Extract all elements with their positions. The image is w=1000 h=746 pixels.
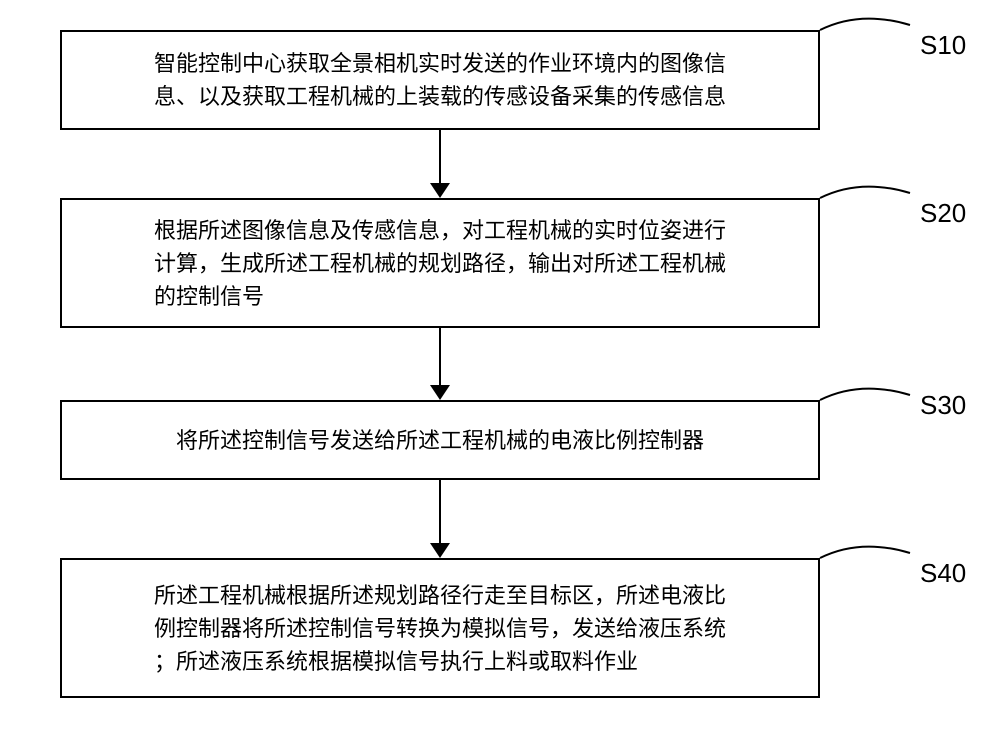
- label-leader-line: [815, 518, 995, 598]
- flowchart-step-box: 将所述控制信号发送给所述工程机械的电液比例控制器: [60, 400, 820, 480]
- flowchart-step-label: S20: [920, 198, 966, 229]
- flowchart-step-text: 将所述控制信号发送给所述工程机械的电液比例控制器: [176, 424, 704, 457]
- flowchart-step-box: 根据所述图像信息及传感信息，对工程机械的实时位姿进行 计算，生成所述工程机械的规…: [60, 198, 820, 328]
- label-leader-line: [815, 0, 995, 70]
- flowchart-arrow: [420, 480, 460, 562]
- flowchart-step-text: 所述工程机械根据所述规划路径行走至目标区，所述电液比 例控制器将所述控制信号转换…: [154, 579, 726, 678]
- flowchart-step-text: 智能控制中心获取全景相机实时发送的作业环境内的图像信 息、以及获取工程机械的上装…: [154, 47, 726, 113]
- label-leader-line: [815, 360, 995, 440]
- flowchart-step-text: 根据所述图像信息及传感信息，对工程机械的实时位姿进行 计算，生成所述工程机械的规…: [154, 214, 726, 313]
- flowchart-arrow: [420, 328, 460, 404]
- flowchart-step-label: S30: [920, 390, 966, 421]
- flowchart-step-label: S10: [920, 30, 966, 61]
- flowchart-step-label: S40: [920, 558, 966, 589]
- label-leader-line: [815, 158, 995, 238]
- flowchart-arrow: [420, 130, 460, 202]
- flowchart-step-box: 所述工程机械根据所述规划路径行走至目标区，所述电液比 例控制器将所述控制信号转换…: [60, 558, 820, 698]
- flowchart-step-box: 智能控制中心获取全景相机实时发送的作业环境内的图像信 息、以及获取工程机械的上装…: [60, 30, 820, 130]
